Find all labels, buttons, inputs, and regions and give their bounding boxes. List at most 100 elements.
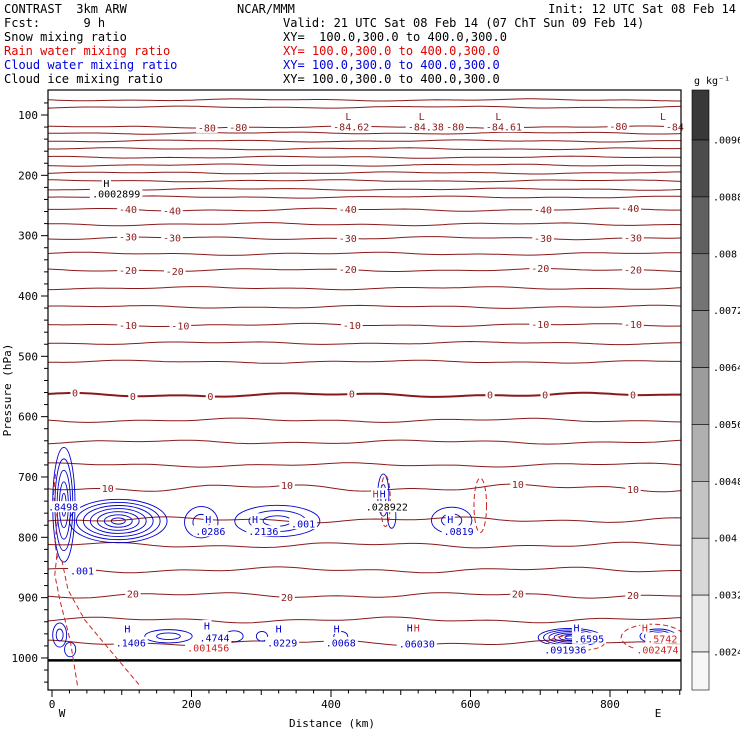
svg-text:H: H [407, 623, 413, 634]
svg-text:.0056: .0056 [713, 420, 740, 431]
svg-text:200: 200 [18, 169, 38, 182]
svg-text:H: H [334, 625, 340, 636]
svg-text:0: 0 [130, 392, 136, 403]
field-xy-cloud-ice: XY= 100.0,300.0 to 400.0,300.0 [283, 72, 500, 86]
svg-text:H: H [373, 489, 379, 500]
svg-text:-20: -20 [624, 265, 642, 276]
plot-frame [47, 89, 682, 691]
svg-text:900: 900 [18, 592, 38, 605]
svg-text:0: 0 [542, 391, 548, 402]
svg-text:-40: -40 [621, 204, 639, 215]
svg-text:10: 10 [102, 484, 114, 495]
field-label-rain: Rain water mixing ratio [4, 44, 171, 58]
svg-text:1000: 1000 [12, 652, 39, 665]
svg-text:0: 0 [487, 391, 493, 402]
svg-text:-84.62: -84.62 [333, 123, 369, 134]
svg-text:20: 20 [127, 589, 139, 600]
svg-text:.004: .004 [713, 534, 737, 545]
svg-text:-10: -10 [343, 321, 361, 332]
svg-text:-20: -20 [119, 266, 137, 277]
svg-text:-84.61: -84.61 [486, 123, 522, 134]
svg-text:L: L [345, 112, 351, 123]
contour-labels: -80 -80 -80 -80 -40 -40 -40 -40 -40 -30 -30 -30 -30 -… [46, 110, 686, 657]
svg-text:800: 800 [600, 698, 620, 711]
svg-text:-84.38: -84.38 [408, 123, 444, 134]
svg-text:.091936: .091936 [544, 646, 586, 657]
svg-text:.5742: .5742 [647, 634, 677, 645]
svg-text:-20: -20 [339, 265, 357, 276]
svg-text:-40: -40 [119, 205, 137, 216]
field-label-cloud-water: Cloud water mixing ratio [4, 58, 178, 72]
svg-text:.1406: .1406 [116, 638, 146, 649]
svg-text:400: 400 [18, 290, 38, 303]
cloud-water-contours [52, 446, 677, 658]
svg-text:-30: -30 [624, 233, 642, 244]
svg-text:L: L [660, 112, 666, 123]
model-title: CONTRAST 3km ARW [4, 2, 127, 16]
valid-time: Valid: 21 UTC Sat 08 Feb 14 (07 ChT Sun … [283, 16, 645, 30]
temperature-contours [48, 98, 681, 647]
svg-text:.002474: .002474 [636, 646, 678, 657]
field-xy-snow: XY= 100.0,300.0 to 400.0,300.0 [283, 30, 507, 44]
svg-text:-80: -80 [229, 123, 247, 134]
svg-text:-84: -84 [666, 123, 684, 134]
svg-text:600: 600 [18, 411, 38, 424]
svg-text:0: 0 [49, 698, 56, 711]
svg-text:H: H [252, 515, 258, 526]
svg-text:-30: -30 [119, 233, 137, 244]
init-time: Init: 12 UTC Sat 08 Feb 14 [548, 2, 736, 16]
field-label-snow: Snow mixing ratio [4, 30, 127, 44]
colorbar: g kg⁻¹ .0096 .0088 .008 .0072 .0064 .0056 .0048… [691, 76, 740, 691]
svg-text:H: H [447, 515, 453, 526]
svg-text:20: 20 [512, 590, 524, 601]
svg-text:-40: -40 [339, 205, 357, 216]
field-xy-cloud-water: XY= 100.0,300.0 to 400.0,300.0 [283, 58, 500, 72]
svg-text:.0064: .0064 [713, 363, 740, 374]
forecast-hour: Fcst: 9 h [4, 16, 106, 30]
svg-text:H: H [204, 622, 210, 633]
svg-text:.0002899: .0002899 [92, 190, 140, 201]
svg-text:H: H [103, 179, 109, 190]
svg-text:.8498: .8498 [48, 503, 78, 514]
svg-text:800: 800 [18, 531, 38, 544]
svg-text:-10: -10 [119, 321, 137, 332]
svg-text:.0032: .0032 [713, 591, 740, 602]
svg-text:600: 600 [461, 698, 481, 711]
svg-text:500: 500 [18, 350, 38, 363]
field-xy-rain: XY= 100.0,300.0 to 400.0,300.0 [283, 44, 500, 58]
svg-text:700: 700 [18, 471, 38, 484]
svg-text:.008: .008 [713, 249, 737, 260]
svg-text:10: 10 [512, 480, 524, 491]
svg-text:-10: -10 [531, 320, 549, 331]
svg-text:L: L [419, 112, 425, 123]
svg-text:.0088: .0088 [713, 192, 740, 203]
svg-text:-20: -20 [531, 264, 549, 275]
svg-text:-10: -10 [624, 320, 642, 331]
svg-text:.0072: .0072 [713, 306, 740, 317]
svg-text:.0286: .0286 [195, 527, 225, 538]
svg-text:-30: -30 [534, 234, 552, 245]
svg-text:20: 20 [281, 593, 293, 604]
west-end-label: W [59, 707, 66, 720]
svg-text:0: 0 [349, 390, 355, 401]
svg-text:.6595: .6595 [574, 634, 604, 645]
svg-text:-80: -80 [609, 122, 627, 133]
svg-text:100: 100 [18, 109, 38, 122]
svg-text:10: 10 [627, 485, 639, 496]
svg-text:.2136: .2136 [248, 527, 278, 538]
svg-text:-10: -10 [171, 322, 189, 333]
svg-text:-80: -80 [198, 124, 216, 135]
svg-text:.0096: .0096 [713, 136, 740, 147]
svg-text:-40: -40 [534, 206, 552, 217]
svg-text:-30: -30 [339, 234, 357, 245]
svg-text:H: H [276, 625, 282, 636]
svg-text:-20: -20 [166, 267, 184, 278]
x-axis-title: Distance (km) [289, 717, 375, 730]
svg-text:H: H [414, 623, 420, 634]
svg-text:.0024: .0024 [713, 648, 740, 659]
svg-text:-30: -30 [163, 233, 181, 244]
svg-text:-80: -80 [446, 123, 464, 134]
svg-text:0: 0 [207, 392, 213, 403]
